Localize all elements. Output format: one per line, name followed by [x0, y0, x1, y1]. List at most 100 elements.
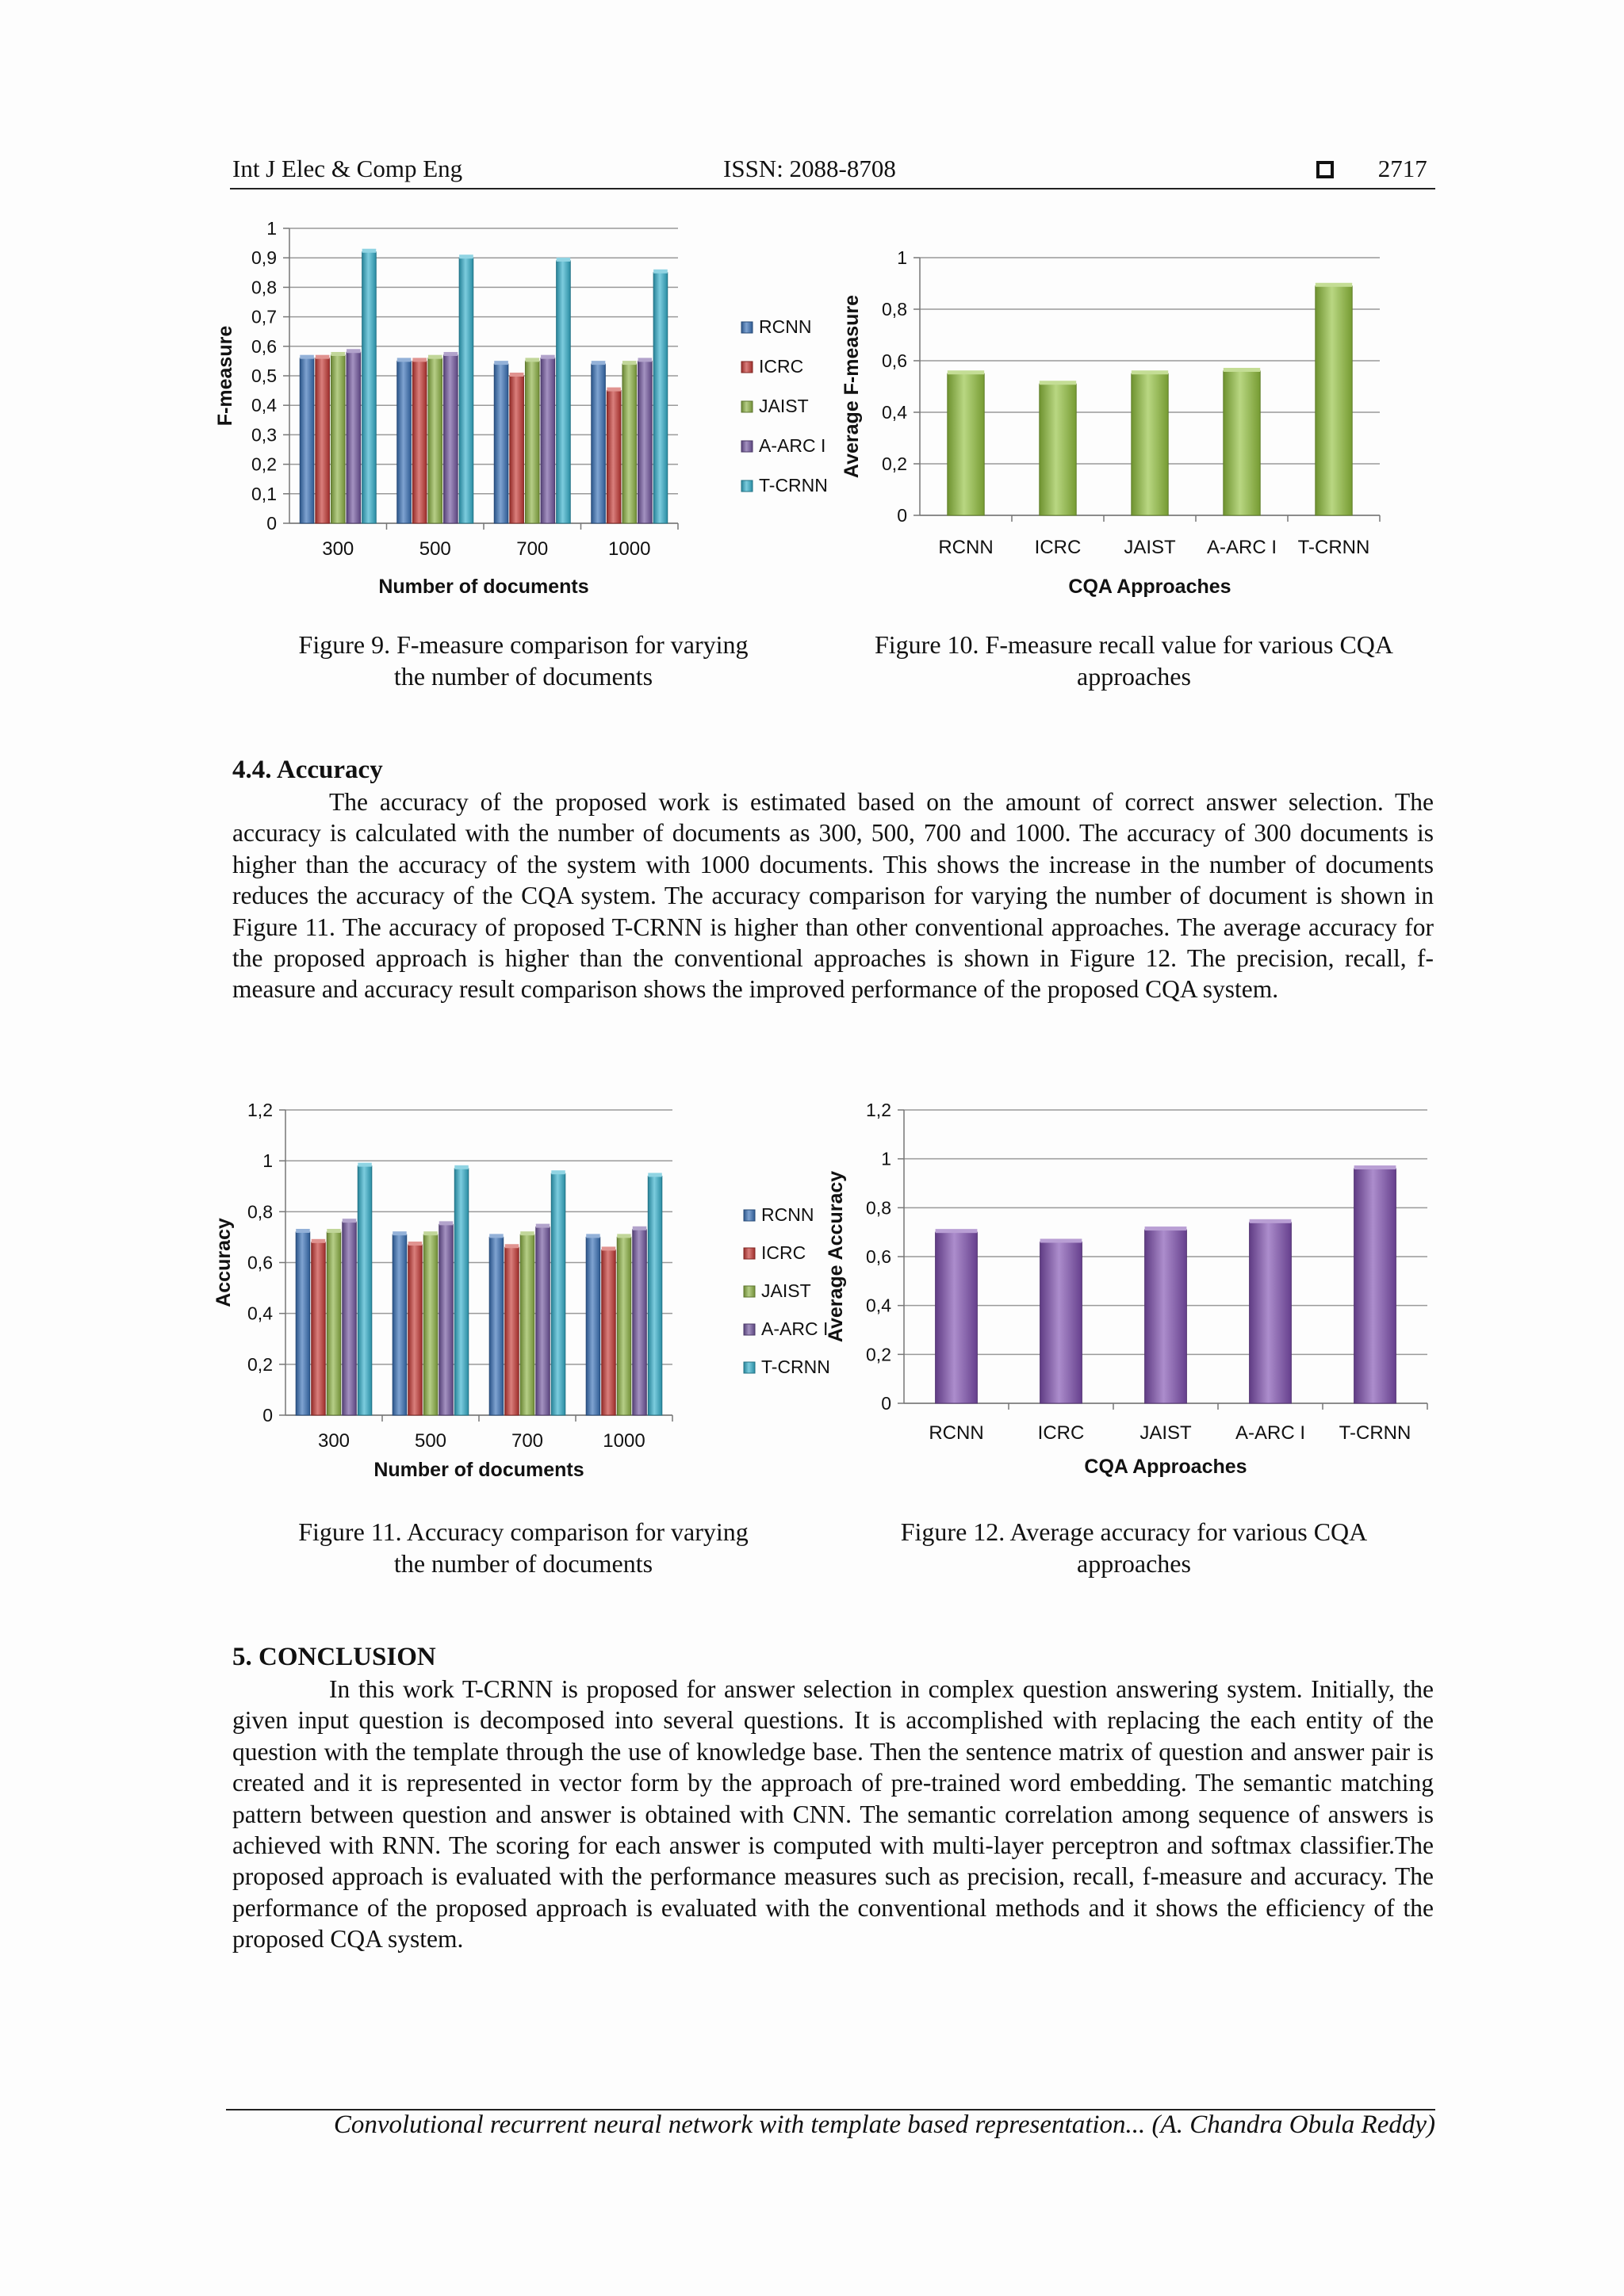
y-tick-label: 1,2 [866, 1100, 891, 1120]
y-tick-label: 0,6 [247, 1253, 273, 1273]
legend-label: T-CRNN [759, 475, 828, 496]
bar-cap [358, 1162, 372, 1167]
bar-cap [1315, 282, 1353, 287]
legend-swatch [741, 440, 753, 453]
y-tick-label: 0,8 [251, 277, 277, 297]
bar [591, 363, 606, 524]
bar [1144, 1229, 1187, 1404]
figure-9-chart: 0 0,1 0,2 0,3 0,4 0,5 0,6 0,7 0,8 0,9 1 300 500 700 10… [214, 218, 828, 598]
bar-cap [423, 1231, 438, 1236]
legend-label: A-ARC I [759, 435, 825, 456]
legend-swatch [741, 480, 753, 492]
figure-11-caption: Figure 11. Accuracy comparison for varyi… [254, 1516, 793, 1579]
paragraph-text: The accuracy of the proposed work is est… [232, 788, 1434, 1004]
bar-cap [632, 1226, 647, 1230]
bar [299, 358, 315, 524]
paragraph-text: In this work T-CRNN is proposed for answ… [232, 1675, 1434, 1954]
y-tick-label: 0,4 [251, 395, 277, 415]
bar-cap [443, 351, 458, 356]
y-tick-label: 0,1 [251, 484, 277, 504]
bar [326, 1231, 342, 1416]
conclusion-paragraph: In this work T-CRNN is proposed for answ… [232, 1674, 1434, 1955]
x-axis-title: Number of documents [373, 1459, 584, 1481]
bar-cap [393, 1231, 407, 1236]
legend-swatch [741, 400, 753, 413]
x-tick-label: T-CRNN [1339, 1422, 1411, 1444]
legend-label: RCNN [759, 316, 811, 337]
caption-line: the number of documents [393, 662, 653, 691]
y-tick-label: 0,2 [882, 453, 907, 474]
caption-line: Figure 11. Accuracy comparison for varyi… [298, 1517, 749, 1546]
running-header-issn: ISSN: 2088-8708 [723, 155, 896, 182]
bar-cap [509, 373, 524, 377]
bar [443, 354, 458, 524]
legend-swatch [741, 321, 753, 334]
bar [454, 1168, 469, 1416]
x-axis-title: CQA Approaches [1084, 1456, 1247, 1478]
bar-cap [408, 1242, 423, 1246]
legend-swatch [743, 1209, 756, 1222]
bar [935, 1231, 978, 1404]
legend-label: ICRC [761, 1242, 806, 1263]
bar-cap [454, 1165, 469, 1169]
bar [1039, 383, 1077, 516]
y-tick-label: 0,2 [866, 1344, 891, 1364]
bar-cap [459, 254, 473, 259]
x-tick-label: RCNN [929, 1422, 983, 1444]
bar-cap [494, 361, 508, 365]
x-tick-label: 700 [516, 538, 548, 560]
bar-cap [311, 1238, 326, 1243]
bar [1223, 370, 1261, 516]
bar-cap [541, 354, 555, 359]
bar [488, 1236, 504, 1416]
y-axis-title: Accuracy [213, 1218, 235, 1307]
bar-cap [300, 354, 314, 359]
caption-line: approaches [1077, 662, 1191, 691]
section-heading-conclusion: 5. CONCLUSION [232, 1643, 436, 1671]
figure-12-chart: 0 0,2 0,4 0,6 0,8 1 1,2 RCNN ICRC JAIST A-ARC I T-C… [825, 1100, 1428, 1478]
bar-cap [556, 257, 571, 262]
y-tick-label: 0,8 [866, 1197, 891, 1218]
y-tick-label: 0 [266, 513, 277, 534]
bar [601, 1249, 616, 1416]
bar-cap [296, 1229, 310, 1233]
y-axis-title: F-measure [214, 326, 236, 427]
legend-label: JAIST [761, 1280, 811, 1301]
x-tick-label: A-ARC I [1207, 537, 1277, 558]
bar-cap [489, 1234, 504, 1238]
running-header-journal: Int J Elec & Comp Eng [232, 155, 463, 182]
figure-11-chart: 0 0,2 0,4 0,6 0,8 1 1,2 300 500 700 1000 RCNN ICRC JA… [213, 1100, 830, 1481]
bar-cap [607, 387, 621, 392]
x-tick-label: ICRC [1035, 537, 1082, 558]
bar-cap [648, 1173, 662, 1177]
bar-cap [1131, 370, 1169, 375]
bar [311, 1242, 326, 1416]
y-tick-label: 1 [897, 247, 907, 268]
x-tick-label: RCNN [938, 537, 993, 558]
x-tick-label: 500 [415, 1430, 446, 1452]
y-tick-label: 1,2 [247, 1100, 273, 1120]
bar-cap [439, 1221, 454, 1226]
caption-line: approaches [1077, 1549, 1191, 1578]
x-tick-label: JAIST [1124, 537, 1176, 558]
bar [550, 1173, 566, 1416]
legend-swatch [741, 361, 753, 373]
legend-swatch [743, 1361, 756, 1374]
y-tick-label: 0,3 [251, 424, 277, 445]
bar [346, 351, 362, 524]
bar [458, 257, 474, 524]
x-tick-label: A-ARC I [1235, 1422, 1305, 1444]
bar [585, 1236, 601, 1416]
bar [616, 1236, 632, 1416]
bar [392, 1234, 408, 1416]
figure-10-chart: 0 0,2 0,4 0,6 0,8 1 RCNN ICRC JAIST A-ARC I T-CRNN… [841, 247, 1381, 598]
bar [412, 360, 427, 524]
y-tick-label: 0,8 [247, 1201, 273, 1222]
y-axis-title: Average Accuracy [825, 1171, 847, 1342]
bar-cap [315, 354, 330, 359]
figure-9-caption: Figure 9. F-measure comparison for varyi… [254, 629, 793, 692]
x-tick-label: T-CRNN [1298, 537, 1370, 558]
bar-cap [1223, 368, 1261, 372]
bar-cap [638, 358, 653, 362]
bar-cap [586, 1234, 600, 1238]
